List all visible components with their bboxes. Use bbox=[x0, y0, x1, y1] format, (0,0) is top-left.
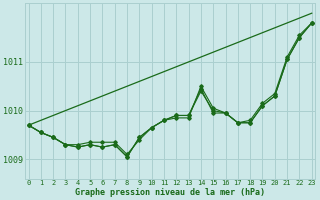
X-axis label: Graphe pression niveau de la mer (hPa): Graphe pression niveau de la mer (hPa) bbox=[75, 188, 265, 197]
